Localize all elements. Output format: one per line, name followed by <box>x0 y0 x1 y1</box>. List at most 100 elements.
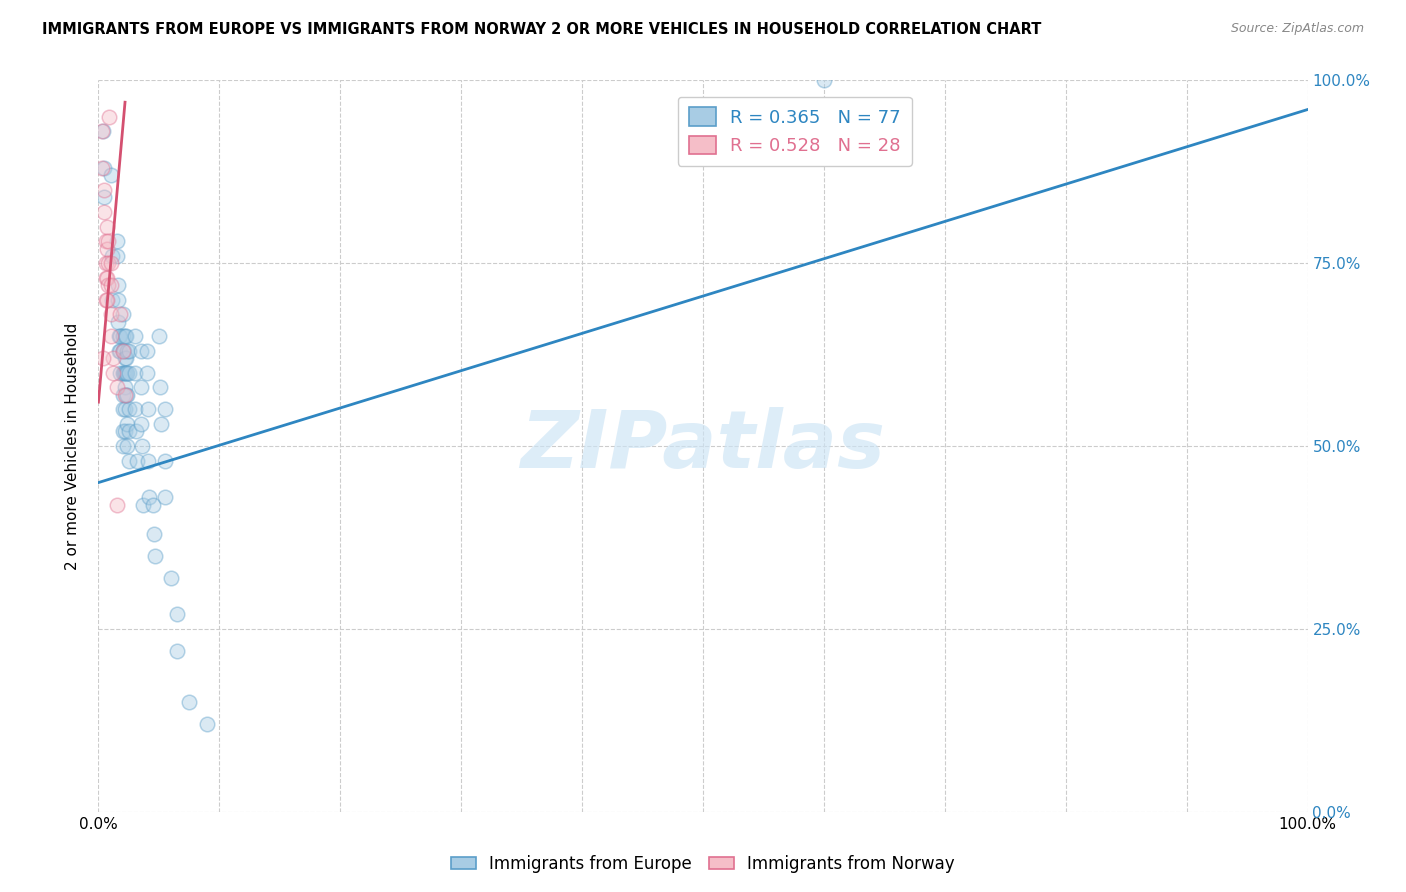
Point <box>115 388 138 402</box>
Point <box>101 351 124 366</box>
Point <box>111 307 134 321</box>
Point <box>142 498 165 512</box>
Point <box>100 278 122 293</box>
Point <box>129 417 152 431</box>
Point <box>94 270 117 285</box>
Point <box>93 161 115 175</box>
Point <box>100 307 122 321</box>
Point <box>97 278 120 293</box>
Legend: Immigrants from Europe, Immigrants from Norway: Immigrants from Europe, Immigrants from … <box>444 848 962 880</box>
Point <box>98 110 121 124</box>
Point <box>149 380 172 394</box>
Point <box>96 219 118 234</box>
Point <box>107 315 129 329</box>
Point <box>105 234 128 248</box>
Point <box>91 124 114 138</box>
Point <box>153 453 176 467</box>
Point <box>143 549 166 563</box>
Point <box>115 329 138 343</box>
Point <box>117 343 139 358</box>
Point <box>108 329 131 343</box>
Point <box>112 366 135 380</box>
Point <box>114 388 136 402</box>
Point <box>153 402 176 417</box>
Point <box>100 293 122 307</box>
Point <box>153 490 176 504</box>
Point <box>107 293 129 307</box>
Text: Source: ZipAtlas.com: Source: ZipAtlas.com <box>1230 22 1364 36</box>
Point <box>114 425 136 439</box>
Point <box>166 607 188 622</box>
Point <box>117 388 139 402</box>
Point <box>115 366 138 380</box>
Point <box>813 73 835 87</box>
Point <box>136 402 159 417</box>
Point <box>114 329 136 343</box>
Point <box>97 234 120 248</box>
Point <box>91 351 114 366</box>
Point <box>111 439 134 453</box>
Point <box>93 190 115 204</box>
Point <box>108 329 131 343</box>
Point <box>117 417 139 431</box>
Point <box>100 169 122 183</box>
Point <box>125 425 148 439</box>
Point <box>111 366 134 380</box>
Point <box>105 498 128 512</box>
Point <box>111 343 134 358</box>
Point <box>111 343 134 358</box>
Point <box>114 366 136 380</box>
Legend: R = 0.365   N = 77, R = 0.528   N = 28: R = 0.365 N = 77, R = 0.528 N = 28 <box>678 96 911 166</box>
Point <box>114 402 136 417</box>
Point <box>115 351 138 366</box>
Point <box>118 453 141 467</box>
Text: ZIPatlas: ZIPatlas <box>520 407 886 485</box>
Point <box>150 417 173 431</box>
Point <box>138 490 160 504</box>
Point <box>118 402 141 417</box>
Point <box>132 498 155 512</box>
Point <box>127 453 149 467</box>
Point <box>94 293 117 307</box>
Point <box>129 380 152 394</box>
Point <box>100 256 122 270</box>
Point <box>93 183 115 197</box>
Point <box>114 380 136 394</box>
Point <box>96 242 118 256</box>
Point <box>107 278 129 293</box>
Point <box>96 270 118 285</box>
Point <box>143 526 166 541</box>
Point <box>135 343 157 358</box>
Point <box>148 329 170 343</box>
Point <box>136 453 159 467</box>
Point <box>100 249 122 263</box>
Text: IMMIGRANTS FROM EUROPE VS IMMIGRANTS FROM NORWAY 2 OR MORE VEHICLES IN HOUSEHOLD: IMMIGRANTS FROM EUROPE VS IMMIGRANTS FRO… <box>42 22 1042 37</box>
Point <box>118 366 141 380</box>
Point <box>124 329 146 343</box>
Point <box>117 366 139 380</box>
Point <box>94 234 117 248</box>
Point <box>179 695 201 709</box>
Point <box>129 343 152 358</box>
Point <box>105 380 128 394</box>
Point <box>105 249 128 263</box>
Point <box>97 256 120 270</box>
Point <box>108 343 131 358</box>
Point <box>108 307 131 321</box>
Point <box>112 343 135 358</box>
Point <box>108 343 131 358</box>
Point <box>111 329 134 343</box>
Point <box>93 205 115 219</box>
Point <box>91 161 114 175</box>
Point <box>195 717 218 731</box>
Point <box>160 571 183 585</box>
Point <box>108 366 131 380</box>
Point <box>166 644 188 658</box>
Point <box>111 425 134 439</box>
Y-axis label: 2 or more Vehicles in Household: 2 or more Vehicles in Household <box>65 322 80 570</box>
Point <box>135 366 157 380</box>
Point <box>118 343 141 358</box>
Point <box>100 329 122 343</box>
Point <box>101 366 124 380</box>
Point <box>91 124 114 138</box>
